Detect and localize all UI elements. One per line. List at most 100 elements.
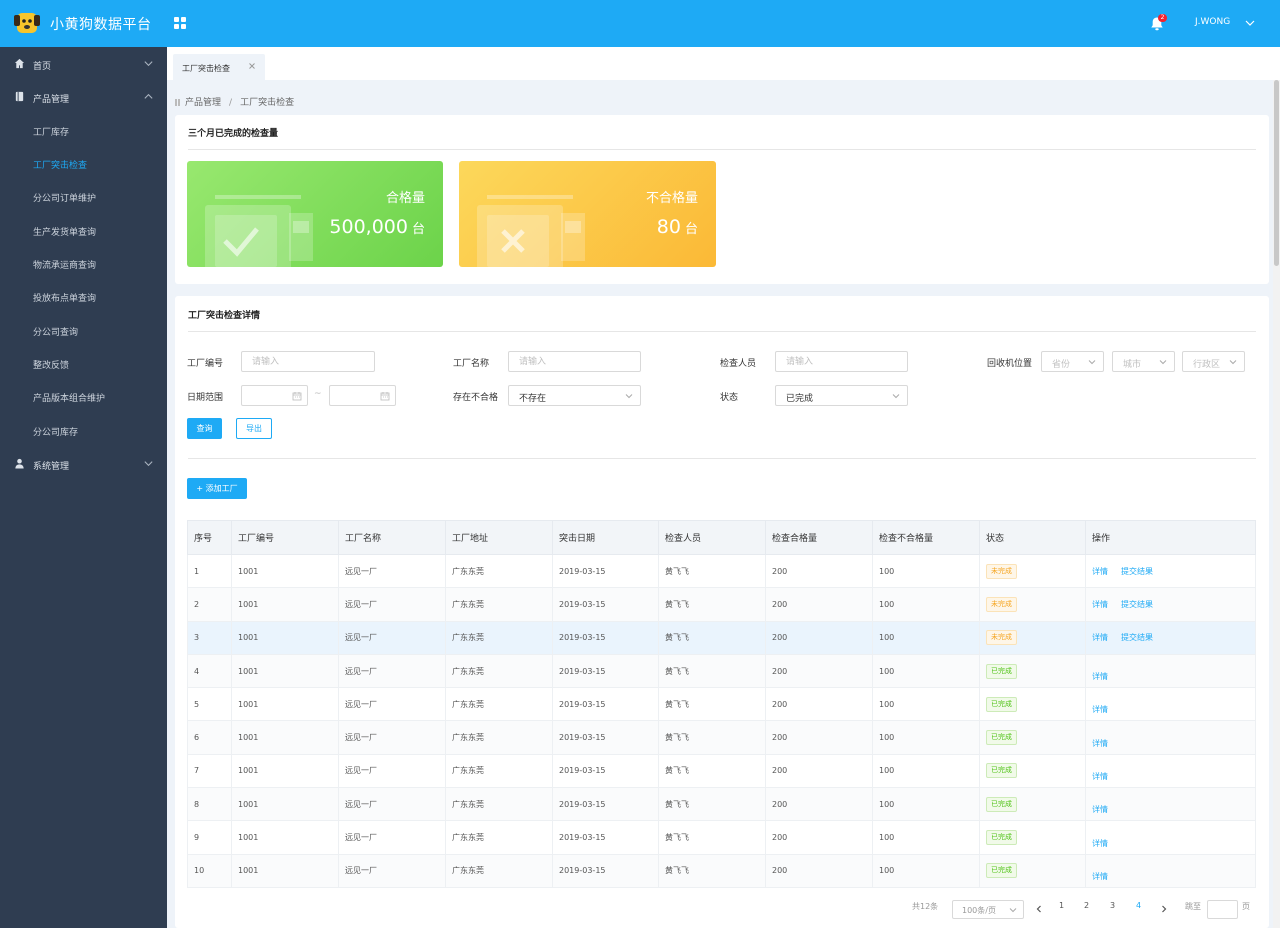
start-date-picker[interactable] bbox=[241, 385, 308, 406]
table-row[interactable]: 5 1001 远见一厂 广东东莞 2019-03-15 黄飞飞 200 100 已完成 详情 bbox=[187, 687, 1256, 722]
cell-name: 远见一厂 bbox=[338, 720, 446, 755]
column-header: 工厂编号 bbox=[231, 520, 339, 555]
district-value: 行政区 bbox=[1193, 360, 1221, 370]
close-icon[interactable] bbox=[247, 61, 257, 71]
chevron-down-icon bbox=[1088, 360, 1096, 365]
table-row[interactable]: 3 1001 远见一厂 广东东莞 2019-03-15 黄飞飞 200 100 未完成 详情 提交结… bbox=[187, 620, 1256, 655]
submit-result-link[interactable]: 提交结果 bbox=[1121, 599, 1153, 609]
page-number-1[interactable]: 1 bbox=[1059, 901, 1065, 910]
has-unqualified-select[interactable]: 不存在 bbox=[508, 385, 641, 406]
table-row[interactable]: 7 1001 远见一厂 广东东莞 2019-03-15 黄飞飞 200 100 已完成 详情 bbox=[187, 753, 1256, 789]
notification-badge: 2 bbox=[1158, 14, 1167, 22]
cell-name: 远见一厂 bbox=[338, 553, 446, 589]
export-button[interactable]: 导出 bbox=[236, 418, 272, 439]
city-select[interactable]: 城市 bbox=[1112, 351, 1175, 372]
detail-link[interactable]: 详情 bbox=[1092, 705, 1108, 715]
next-page-icon[interactable] bbox=[1159, 904, 1169, 914]
sidebar-subitem-factory-inspection[interactable]: 工厂突击检查 bbox=[33, 161, 88, 171]
table-row[interactable]: 1 1001 远见一厂 广东东莞 2019-03-15 黄飞飞 200 100 未完成 详情 提交结… bbox=[187, 553, 1256, 589]
factory-name-label: 工厂名称 bbox=[453, 359, 490, 369]
book-icon bbox=[15, 91, 24, 102]
city-value: 城市 bbox=[1123, 360, 1142, 370]
sidebar-subitem-branch-orders[interactable]: 分公司订单维护 bbox=[33, 194, 97, 204]
sidebar-subitem-rectification[interactable]: 整改反馈 bbox=[33, 361, 70, 371]
cell-fail: 100 bbox=[872, 720, 980, 755]
submit-result-link[interactable]: 提交结果 bbox=[1121, 633, 1153, 643]
table-row[interactable]: 10 1001 远见一厂 广东东莞 2019-03-15 黄飞飞 200 100 已完成 详情 bbox=[187, 853, 1256, 888]
scrollbar-thumb[interactable] bbox=[1274, 80, 1279, 266]
page-size-select[interactable]: 100条/页 bbox=[952, 900, 1024, 919]
notification-bell[interactable]: 2 bbox=[1150, 14, 1167, 32]
detail-link[interactable]: 详情 bbox=[1092, 566, 1108, 576]
cell-date: 2019-03-15 bbox=[552, 820, 659, 855]
sidebar-subitem-deployment-points[interactable]: 投放布点单查询 bbox=[33, 294, 97, 304]
table-row[interactable]: 6 1001 远见一厂 广东东莞 2019-03-15 黄飞飞 200 100 已完成 详情 bbox=[187, 720, 1256, 755]
cell-addr: 广东东莞 bbox=[445, 553, 553, 589]
column-header: 状态 bbox=[979, 520, 1086, 555]
chevron-down-icon[interactable] bbox=[1244, 17, 1256, 29]
detail-link[interactable]: 详情 bbox=[1092, 805, 1108, 815]
detail-link[interactable]: 详情 bbox=[1092, 599, 1108, 609]
cell-inspector: 黄飞飞 bbox=[658, 720, 766, 755]
cell-name: 远见一厂 bbox=[338, 853, 446, 888]
detail-link[interactable]: 详情 bbox=[1092, 738, 1108, 748]
detail-link[interactable]: 详情 bbox=[1092, 672, 1108, 682]
cell-fail: 100 bbox=[872, 587, 980, 622]
district-select[interactable]: 行政区 bbox=[1182, 351, 1245, 372]
cell-date: 2019-03-15 bbox=[552, 753, 659, 789]
factory-no-input[interactable] bbox=[241, 351, 375, 372]
detail-link[interactable]: 详情 bbox=[1092, 838, 1108, 848]
detail-link[interactable]: 详情 bbox=[1092, 871, 1108, 881]
query-button[interactable]: 查询 bbox=[187, 418, 222, 439]
detail-link[interactable]: 详情 bbox=[1092, 633, 1108, 643]
sidebar-item-home[interactable]: 首页 bbox=[0, 47, 167, 80]
sidebar-subitem-branch-stock[interactable]: 分公司库存 bbox=[33, 428, 79, 438]
cell-code: 1001 bbox=[231, 853, 339, 888]
table-row[interactable]: 9 1001 远见一厂 广东东莞 2019-03-15 黄飞飞 200 100 已完成 详情 bbox=[187, 820, 1256, 855]
sidebar-subitem-production-shipping[interactable]: 生产发货单查询 bbox=[33, 228, 97, 238]
table-row[interactable]: 2 1001 远见一厂 广东东莞 2019-03-15 黄飞飞 200 100 未完成 详情 提交结… bbox=[187, 587, 1256, 622]
tab-label: 工厂突击检查 bbox=[182, 64, 230, 73]
prev-page-icon[interactable] bbox=[1034, 904, 1044, 914]
sidebar-subitem-version-combo[interactable]: 产品版本组合维护 bbox=[33, 394, 106, 404]
cell-addr: 广东东莞 bbox=[445, 853, 553, 888]
detail-link[interactable]: 详情 bbox=[1092, 771, 1108, 781]
add-factory-button[interactable]: + 添加工厂 bbox=[187, 478, 247, 499]
page-number-4-current[interactable]: 4 bbox=[1136, 901, 1142, 910]
user-name[interactable]: J.WONG bbox=[1195, 17, 1231, 27]
page-number-3[interactable]: 3 bbox=[1110, 901, 1116, 910]
cell-no: 7 bbox=[187, 753, 232, 789]
cell-no: 1 bbox=[187, 553, 232, 589]
breadcrumb-root[interactable]: 产品管理 bbox=[185, 98, 222, 108]
cell-code: 1001 bbox=[231, 553, 339, 589]
chevron-down-icon bbox=[625, 394, 633, 399]
apps-grid-icon[interactable] bbox=[173, 16, 187, 30]
cell-addr: 广东东莞 bbox=[445, 587, 553, 622]
table-row[interactable]: 8 1001 远见一厂 广东东莞 2019-03-15 黄飞飞 200 100 已完成 详情 bbox=[187, 787, 1256, 822]
tab-factory-inspection[interactable]: 工厂突击检查 bbox=[173, 54, 265, 80]
cell-actions: 详情 bbox=[1085, 853, 1256, 888]
table-row[interactable]: 4 1001 远见一厂 广东东莞 2019-03-15 黄飞飞 200 100 已完成 详情 bbox=[187, 653, 1256, 689]
cell-fail: 100 bbox=[872, 653, 980, 689]
cell-status: 已完成 bbox=[979, 853, 1086, 888]
scrollbar-track[interactable] bbox=[1273, 80, 1280, 928]
sidebar-subitem-factory-stock[interactable]: 工厂库存 bbox=[33, 128, 70, 138]
status-select[interactable]: 已完成 bbox=[775, 385, 908, 406]
province-select[interactable]: 省份 bbox=[1041, 351, 1104, 372]
end-date-picker[interactable] bbox=[329, 385, 396, 406]
cell-inspector: 黄飞飞 bbox=[658, 853, 766, 888]
submit-result-link[interactable]: 提交结果 bbox=[1121, 566, 1153, 576]
factory-name-input[interactable] bbox=[508, 351, 641, 372]
sidebar-subitem-logistics-carrier[interactable]: 物流承运商查询 bbox=[33, 261, 97, 271]
page-number-2[interactable]: 2 bbox=[1084, 901, 1090, 910]
goto-page-input[interactable] bbox=[1207, 900, 1238, 919]
column-header: 序号 bbox=[187, 520, 232, 555]
sidebar-subitem-branch-query[interactable]: 分公司查询 bbox=[33, 328, 79, 338]
sidebar-item-product-management[interactable]: 产品管理 bbox=[0, 80, 167, 113]
sidebar-item-system-management[interactable]: 系统管理 bbox=[0, 447, 167, 480]
cell-addr: 广东东莞 bbox=[445, 820, 553, 855]
status-badge: 已完成 bbox=[986, 830, 1017, 846]
has-unqualified-value: 不存在 bbox=[519, 394, 547, 404]
inspector-label: 检查人员 bbox=[720, 359, 757, 369]
inspector-input[interactable] bbox=[775, 351, 908, 372]
